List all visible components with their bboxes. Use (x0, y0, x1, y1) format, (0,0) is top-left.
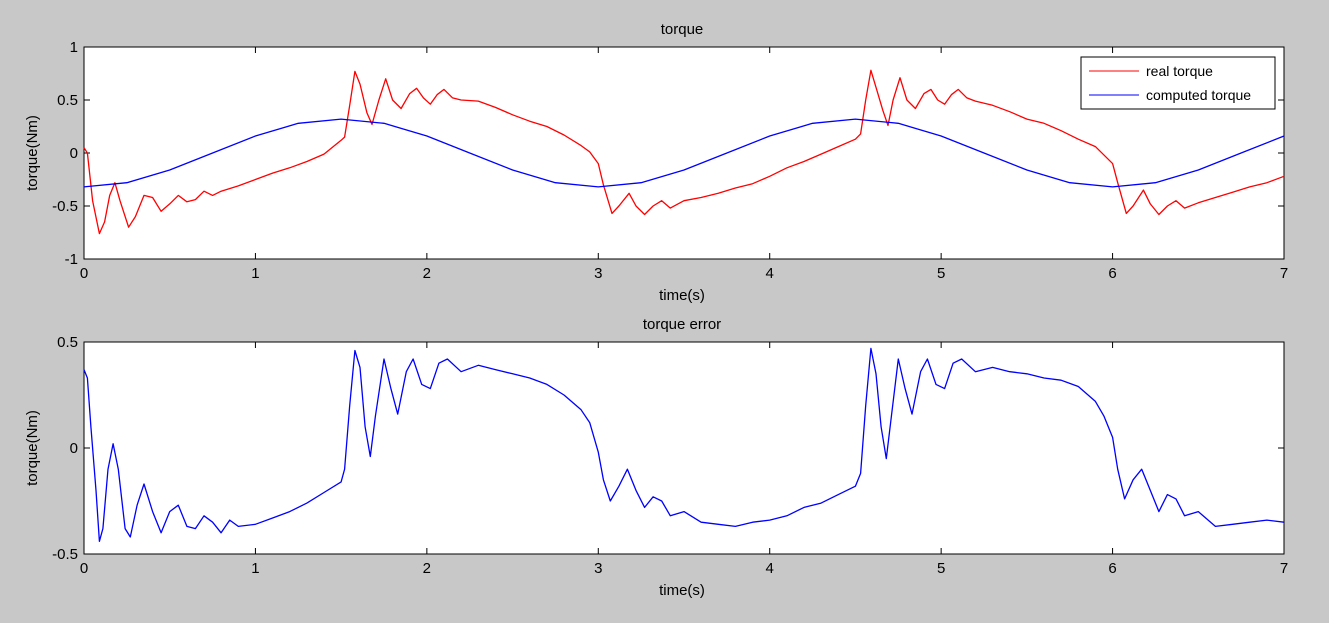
y-tick-label: 0.5 (57, 92, 78, 109)
y-tick-label: 1 (70, 39, 78, 56)
y-tick-label: -1 (65, 251, 78, 268)
torque-ticks: 0 1 2 3 4 5 6 7 -1 -0.5 0 0.5 1 (52, 39, 1288, 282)
y-tick-label: 0 (70, 145, 78, 162)
torque-legend: real torque computed torque (1080, 56, 1276, 110)
x-tick-label: 7 (1280, 560, 1288, 577)
y-tick-label: -0.5 (52, 198, 78, 215)
series-line-series-0 (83, 347, 1285, 542)
legend-label-real-torque: real torque (1146, 63, 1213, 79)
torque-ylabel: torque(Nm) (24, 115, 41, 191)
x-tick-label: 6 (1108, 560, 1116, 577)
x-tick-label: 4 (766, 560, 774, 577)
torque-lines (83, 69, 1285, 235)
x-tick-label: 0 (80, 265, 88, 282)
x-tick-label: 0 (80, 560, 88, 577)
torque-title: torque (661, 21, 704, 38)
torque-error-axes (83, 341, 1285, 555)
x-tick-label: 3 (594, 560, 602, 577)
x-tick-label: 2 (423, 265, 431, 282)
torque-error-ylabel: torque(Nm) (24, 410, 41, 486)
x-tick-label: 5 (937, 265, 945, 282)
x-tick-label: 3 (594, 265, 602, 282)
torque-subplot: torque 0 1 2 3 4 5 6 7 -1 -0.5 0 0.5 1 time(s) torqu… (24, 21, 1288, 304)
x-tick-label: 7 (1280, 265, 1288, 282)
torque-error-ticks: 0 1 2 3 4 5 6 7-0.500.5 (52, 334, 1288, 577)
x-tick-label: 1 (251, 560, 259, 577)
torque-xlabel: time(s) (659, 287, 705, 304)
series-line-computed-torque (83, 118, 1285, 188)
x-tick-label: 4 (766, 265, 774, 282)
legend-box (1080, 56, 1276, 110)
series-line-real-torque (83, 69, 1285, 235)
x-tick-label: 5 (937, 560, 945, 577)
torque-error-subplot: torque error 0 1 2 3 4 5 6 7-0.500.5 time(s) to… (24, 316, 1288, 599)
y-tick-label: 0.5 (57, 334, 78, 351)
y-tick-label: -0.5 (52, 546, 78, 563)
torque-error-xlabel: time(s) (659, 582, 705, 599)
x-tick-label: 2 (423, 560, 431, 577)
legend-label-computed-torque: computed torque (1146, 87, 1251, 103)
y-tick-label: 0 (70, 440, 78, 457)
x-tick-label: 6 (1108, 265, 1116, 282)
x-tick-label: 1 (251, 265, 259, 282)
torque-error-lines (83, 347, 1285, 542)
torque-error-title: torque error (643, 316, 721, 333)
